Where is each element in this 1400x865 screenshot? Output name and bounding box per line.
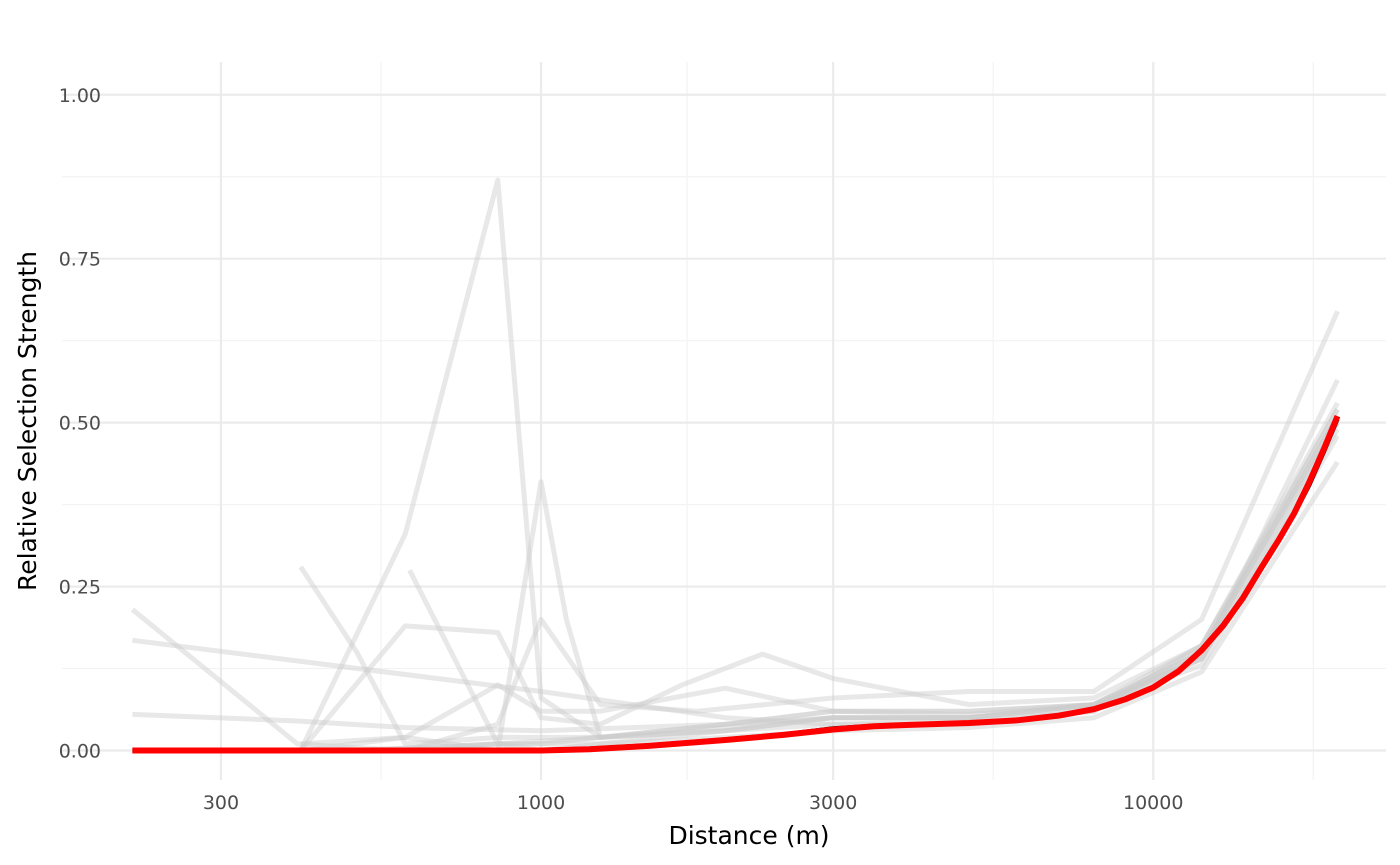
x-tick-label: 300 — [203, 792, 239, 814]
replicate-series-group — [130, 177, 1340, 753]
replicate-line — [356, 378, 1340, 753]
y-tick-label: 0.25 — [59, 577, 101, 599]
y-tick-label: 0.00 — [59, 740, 101, 762]
replicate-line — [300, 434, 1340, 753]
replicate-line — [298, 408, 1340, 753]
replicate-line — [132, 421, 1340, 734]
y-tick-label: 0.50 — [59, 413, 101, 435]
minor-gridlines — [62, 62, 1386, 780]
replicate-line — [298, 427, 1340, 747]
x-tick-label: 3000 — [809, 792, 857, 814]
replicate-line — [407, 421, 1340, 753]
x-axis-title: Distance (m) — [668, 821, 829, 850]
summary-series-group — [132, 414, 1341, 754]
x-axis-tick-labels: 300 1000 3000 10000 — [203, 792, 1184, 814]
x-tick-label: 1000 — [517, 792, 565, 814]
y-tick-label: 0.75 — [59, 249, 101, 271]
fit-line — [132, 414, 1341, 754]
major-gridlines — [62, 62, 1386, 780]
x-tick-label: 10000 — [1123, 792, 1183, 814]
replicate-line — [298, 177, 1340, 752]
y-axis-tick-labels: 0.00 0.25 0.50 0.75 1.00 — [59, 85, 101, 763]
y-tick-label: 1.00 — [59, 85, 101, 107]
replicate-line — [300, 310, 1340, 753]
y-axis-title: Relative Selection Strength — [13, 251, 42, 591]
